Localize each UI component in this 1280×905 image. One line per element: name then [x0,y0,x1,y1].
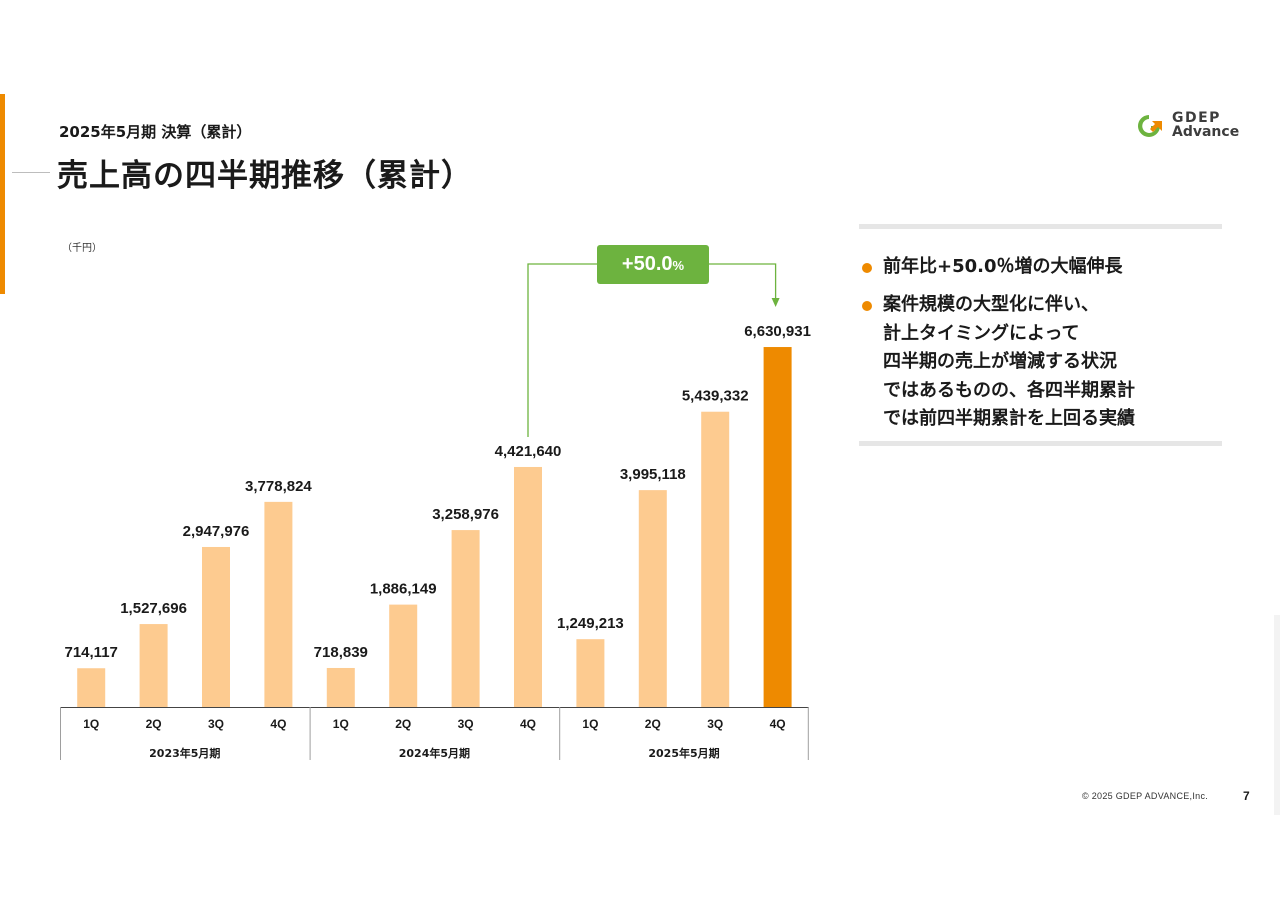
point-line: 四半期の売上が増減する状況 [883,351,1117,372]
bar-1-1 [389,604,418,707]
company-logo: GDEP Advance [1136,111,1260,141]
fiscal-year-label: 2023年5月期 [149,746,220,760]
bar-0-1 [139,624,168,707]
copyright: © 2025 GDEP ADVANCE,Inc. [1082,791,1209,801]
bar-1-0 [326,667,355,707]
quarter-tick-label: 1Q [83,717,99,731]
bar-0-2 [202,546,230,707]
point-line: では前四半期累計を上回る実績 [883,408,1135,429]
edge-strip [1274,615,1280,815]
quarter-tick-label: 3Q [458,717,474,731]
quarter-tick-label: 2Q [146,717,162,731]
quarter-tick-label: 3Q [208,717,224,731]
quarter-tick-label: 1Q [333,717,349,731]
bar-value-label: 3,258,976 [432,506,499,523]
logo-line-2: Advance [1172,124,1240,140]
quarter-tick-label: 4Q [770,717,786,731]
chart-unit-label: （千円） [62,243,102,254]
bar-value-label: 3,778,824 [245,478,312,495]
bar-2-2 [701,411,730,707]
quarter-tick-label: 3Q [707,717,723,731]
bar-value-label: 3,995,118 [620,466,686,483]
comparison-connector [527,263,777,437]
bar-value-label: 1,249,213 [557,615,624,632]
quarter-tick-label: 2Q [395,717,411,731]
bar-value-label: 1,886,149 [370,581,437,598]
growth-badge: +50.0% [597,245,709,284]
bar-2-3 [763,347,792,707]
bar-1-3 [514,466,542,707]
bar-1-2 [451,530,480,707]
gdep-logo-icon [1138,115,1162,137]
point-line: 前年比+50.0％増の大幅伸長 [883,256,1123,277]
highlight-point-2: 案件規模の大型化に伴い、 計上タイミングによって 四半期の売上が増減する状況 で… [862,291,1135,434]
bar-0-3 [264,501,293,707]
accent-bar [0,94,5,294]
highlights-panel: 前年比+50.0％増の大幅伸長 案件規模の大型化に伴い、 計上タイミングによって… [859,224,1222,446]
arrowhead-icon [771,298,780,308]
bar-value-label: 5,439,332 [682,388,749,405]
quarter-tick-label: 2Q [645,717,661,731]
growth-unit: % [672,258,685,273]
bar-0-0 [77,668,106,707]
fiscal-year-label: 2025年5月期 [648,746,719,760]
quarter-tick-label: 4Q [270,717,286,731]
title-rule [12,172,50,173]
highlight-point-1: 前年比+50.0％増の大幅伸長 [862,253,1123,282]
point-line: 案件規模の大型化に伴い、 [883,294,1099,315]
point-line: ではあるものの、各四半期累計 [883,379,1135,401]
growth-value: +50.0 [621,253,673,275]
point-line: 計上タイミングによって [883,322,1080,344]
quarter-tick-label: 1Q [582,717,598,731]
bar-value-label: 4,421,640 [495,443,562,460]
bullet-dot-icon [862,301,872,311]
bar-value-label: 718,839 [314,644,368,661]
bullet-dot-icon [862,263,872,273]
fiscal-year-label: 2024年5月期 [399,746,470,760]
logo-line-1: GDEP [1172,110,1221,126]
bar-value-label: 714,117 [64,644,117,661]
quarter-tick-label: 4Q [520,717,536,731]
page-subtitle: 2025年5月期 決算（累計） [59,123,252,141]
logo-wordmark: GDEP Advance [1172,111,1239,139]
bar-value-label: 2,947,976 [183,523,250,540]
bar-value-label: 1,527,696 [120,600,187,617]
sales-bar-chart: 714,117 1Q 1,527,696 2Q 2,947,976 3Q 3,778,824… [60,263,811,760]
bar-value-label: 6,630,931 [744,323,811,340]
page-title: 売上高の四半期推移（累計） [57,158,473,194]
page-number: 7 [1243,789,1250,803]
bar-2-0 [576,639,605,707]
bar-2-1 [638,490,667,707]
